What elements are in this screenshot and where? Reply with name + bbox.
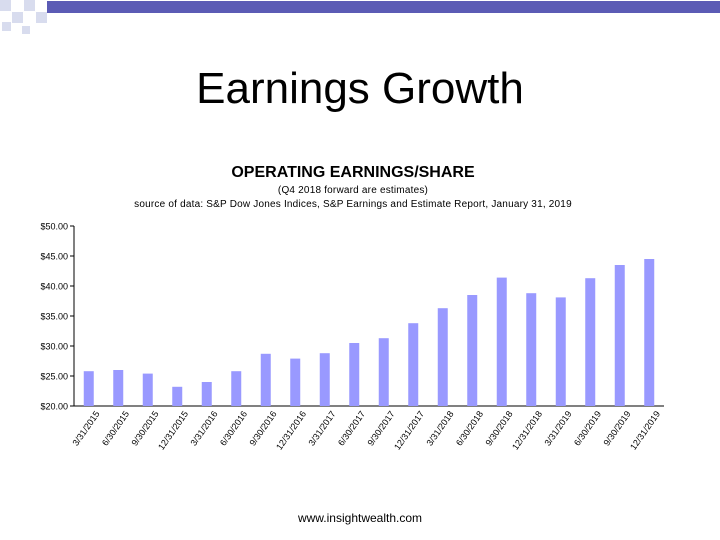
bar <box>319 353 330 406</box>
deco-square <box>12 12 23 23</box>
x-tick-label: 6/30/2019 <box>572 409 603 448</box>
y-axis-ticks: $20.00 $25.00 $30.00 $35.00 $40.00 $45.00 $50.… <box>40 222 74 412</box>
bar <box>260 353 271 406</box>
bar <box>290 358 301 406</box>
x-tick-label: 12/31/2018 <box>510 409 544 452</box>
bar <box>113 370 124 406</box>
bars-group <box>83 259 655 406</box>
x-tick-label: 9/30/2017 <box>365 409 396 448</box>
bar <box>614 265 625 406</box>
bar <box>526 293 537 406</box>
x-tick-label: 3/31/2019 <box>542 409 573 448</box>
x-tick-label: 12/31/2016 <box>274 409 308 452</box>
bar <box>378 338 389 406</box>
bar <box>496 277 507 406</box>
deco-header-bar <box>47 1 720 13</box>
chart-subtitle: (Q4 2018 forward are estimates) <box>277 185 429 196</box>
y-tick-label: $45.00 <box>40 252 68 262</box>
x-tick-label: 6/30/2016 <box>218 409 249 448</box>
x-tick-label: 9/30/2019 <box>601 409 632 448</box>
x-tick-label: 9/30/2016 <box>247 409 278 448</box>
chart-source-note: source of data: S&P Dow Jones Indices, S… <box>134 199 572 210</box>
bar <box>644 259 655 406</box>
deco-square <box>22 26 30 34</box>
deco-square <box>24 0 35 11</box>
x-tick-label: 3/31/2017 <box>306 409 337 448</box>
x-tick-label: 12/31/2017 <box>392 409 426 452</box>
chart-title: OPERATING EARNINGS/SHARE <box>231 164 475 181</box>
bar <box>83 371 94 406</box>
deco-square <box>36 12 47 23</box>
deco-square <box>2 22 11 31</box>
y-tick-label: $20.00 <box>40 402 68 412</box>
x-tick-label: 9/30/2018 <box>483 409 514 448</box>
bar <box>172 386 183 406</box>
y-tick-label: $50.00 <box>40 222 68 232</box>
y-tick-label: $30.00 <box>40 342 68 352</box>
x-tick-label: 6/30/2017 <box>336 409 367 448</box>
deco-square <box>0 0 11 11</box>
bar <box>467 295 478 406</box>
bar <box>349 343 360 406</box>
bar <box>555 297 566 406</box>
x-tick-label: 12/31/2019 <box>628 409 662 452</box>
x-tick-label: 3/31/2018 <box>424 409 455 448</box>
footer-website: www.insightwealth.com <box>297 511 423 525</box>
bar <box>437 308 448 406</box>
bar <box>201 382 212 406</box>
decorative-squares <box>0 0 720 34</box>
x-tick-label: 6/30/2015 <box>100 409 131 448</box>
x-tick-label: 3/31/2016 <box>188 409 219 448</box>
x-tick-label: 12/31/2015 <box>156 409 190 452</box>
x-tick-label: 6/30/2018 <box>454 409 485 448</box>
earnings-bar-chart: $20.00 $25.00 $30.00 $35.00 $40.00 $45.00 $50.… <box>40 222 664 452</box>
x-tick-label: 3/31/2015 <box>70 409 101 448</box>
bar <box>408 323 419 406</box>
bar <box>231 371 242 406</box>
bar <box>585 278 596 406</box>
y-tick-label: $35.00 <box>40 312 68 322</box>
x-axis-ticks: 3/31/20156/30/20159/30/201512/31/20153/3… <box>70 409 662 452</box>
x-tick-label: 9/30/2015 <box>129 409 160 448</box>
slide-title: Earnings Growth <box>196 64 524 113</box>
bar <box>142 373 153 406</box>
y-tick-label: $25.00 <box>40 372 68 382</box>
y-tick-label: $40.00 <box>40 282 68 292</box>
